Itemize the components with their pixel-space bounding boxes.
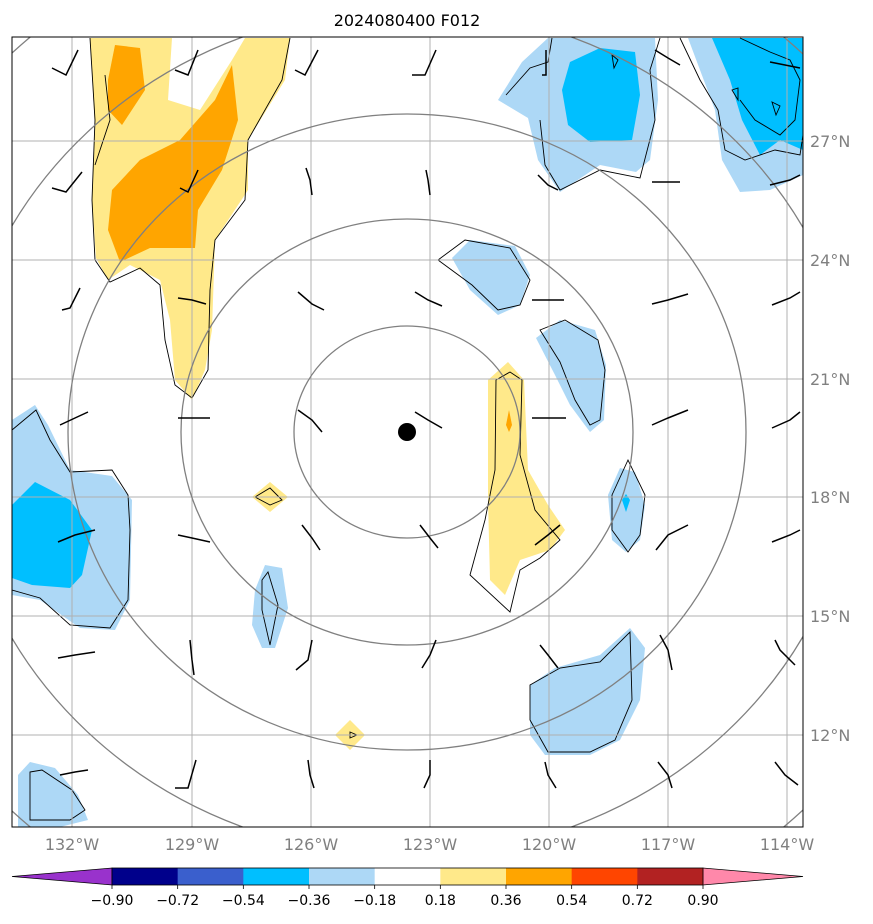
lat-label: 27°N: [810, 132, 850, 151]
colorbar: [11, 867, 804, 886]
colorbar-tick-label: 0.54: [556, 893, 587, 909]
graticule: [12, 37, 803, 827]
colorbar-labels: −0.90 −0.72 −0.54 −0.36 −0.18 0.18 0.36 0.54 0.7…: [91, 885, 719, 909]
lat-label: 21°N: [810, 370, 850, 389]
lon-label: 114°W: [760, 835, 815, 854]
lon-label: 117°W: [641, 835, 696, 854]
colorbar-segment: [243, 868, 310, 885]
orange-shading: [108, 45, 512, 432]
colorbar-segment: [112, 868, 179, 885]
colorbar-tick-label: 0.90: [687, 893, 718, 909]
lon-label: 120°W: [522, 835, 577, 854]
lon-label: 129°W: [165, 835, 220, 854]
colorbar-tick-label: −0.36: [288, 893, 331, 909]
colorbar-extend-min: [11, 867, 113, 886]
black-outline-contours: [12, 37, 803, 821]
colorbar-segment: [177, 868, 244, 885]
colorbar-segment: [440, 868, 507, 885]
lon-label: 132°W: [45, 835, 100, 854]
colorbar-tick-label: −0.72: [156, 893, 199, 909]
colorbar-extend-max: [702, 867, 804, 886]
colorbar-tick-label: 0.72: [622, 893, 653, 909]
colorbar-segment: [571, 868, 638, 885]
lat-label: 12°N: [810, 726, 850, 745]
lon-label: 126°W: [284, 835, 339, 854]
colorbar-frame: [111, 867, 704, 886]
colorbar-tick-label: 0.36: [490, 893, 521, 909]
lat-label: 15°N: [810, 607, 850, 626]
colorbar-segment: [374, 868, 441, 885]
colorbar-segment: [506, 868, 573, 885]
storm-center-marker: [398, 423, 416, 441]
colorbar-segment: [637, 868, 704, 885]
lat-label: 24°N: [810, 251, 850, 270]
colorbar-tick-label: −0.18: [353, 893, 396, 909]
map-frame: [11, 36, 804, 828]
figure-title: 2024080400 F012: [334, 11, 481, 30]
lat-label: 18°N: [810, 488, 850, 507]
colorbar-tick-label: −0.90: [91, 893, 134, 909]
longitude-labels: 132°W 129°W 126°W 123°W 120°W 117°W 114°…: [45, 835, 815, 854]
colorbar-tick-label: −0.54: [222, 893, 265, 909]
colorbar-segment: [309, 868, 376, 885]
latitude-labels: 27°N 24°N 21°N 18°N 15°N 12°N: [810, 132, 850, 745]
wind-barbs: [51, 49, 801, 789]
colorbar-tick-label: 0.18: [425, 893, 456, 909]
lon-label: 123°W: [403, 835, 458, 854]
